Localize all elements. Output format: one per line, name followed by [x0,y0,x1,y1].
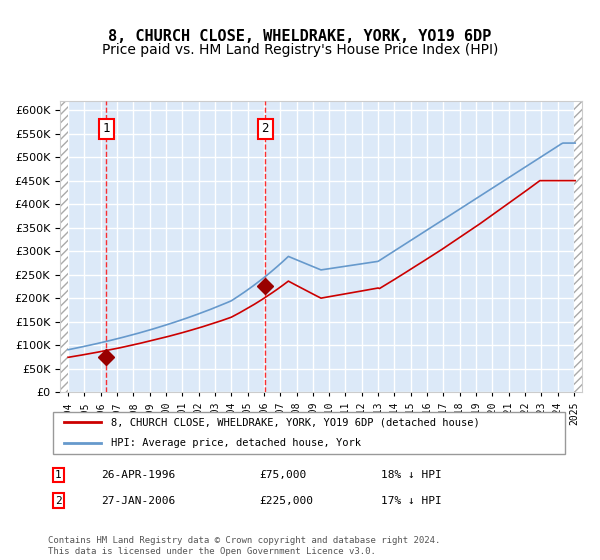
Text: 8, CHURCH CLOSE, WHELDRAKE, YORK, YO19 6DP (detached house): 8, CHURCH CLOSE, WHELDRAKE, YORK, YO19 6… [112,417,480,427]
Text: 1: 1 [55,470,62,480]
Text: 27-JAN-2006: 27-JAN-2006 [101,496,175,506]
Bar [60,101,68,392]
Text: HPI: Average price, detached house, York: HPI: Average price, detached house, York [112,438,361,448]
Text: 26-APR-1996: 26-APR-1996 [101,470,175,480]
Text: 18% ↓ HPI: 18% ↓ HPI [380,470,442,480]
Text: £75,000: £75,000 [259,470,307,480]
Text: 17% ↓ HPI: 17% ↓ HPI [380,496,442,506]
Text: £225,000: £225,000 [259,496,313,506]
Text: Contains HM Land Registry data © Crown copyright and database right 2024.
This d: Contains HM Land Registry data © Crown c… [48,536,440,556]
Bar [574,101,582,392]
Text: Price paid vs. HM Land Registry's House Price Index (HPI): Price paid vs. HM Land Registry's House … [102,44,498,58]
Text: 8, CHURCH CLOSE, WHELDRAKE, YORK, YO19 6DP: 8, CHURCH CLOSE, WHELDRAKE, YORK, YO19 6… [109,29,491,44]
Text: 2: 2 [55,496,62,506]
Text: 2: 2 [261,123,269,136]
Text: 1: 1 [102,123,110,136]
FancyBboxPatch shape [53,412,565,454]
